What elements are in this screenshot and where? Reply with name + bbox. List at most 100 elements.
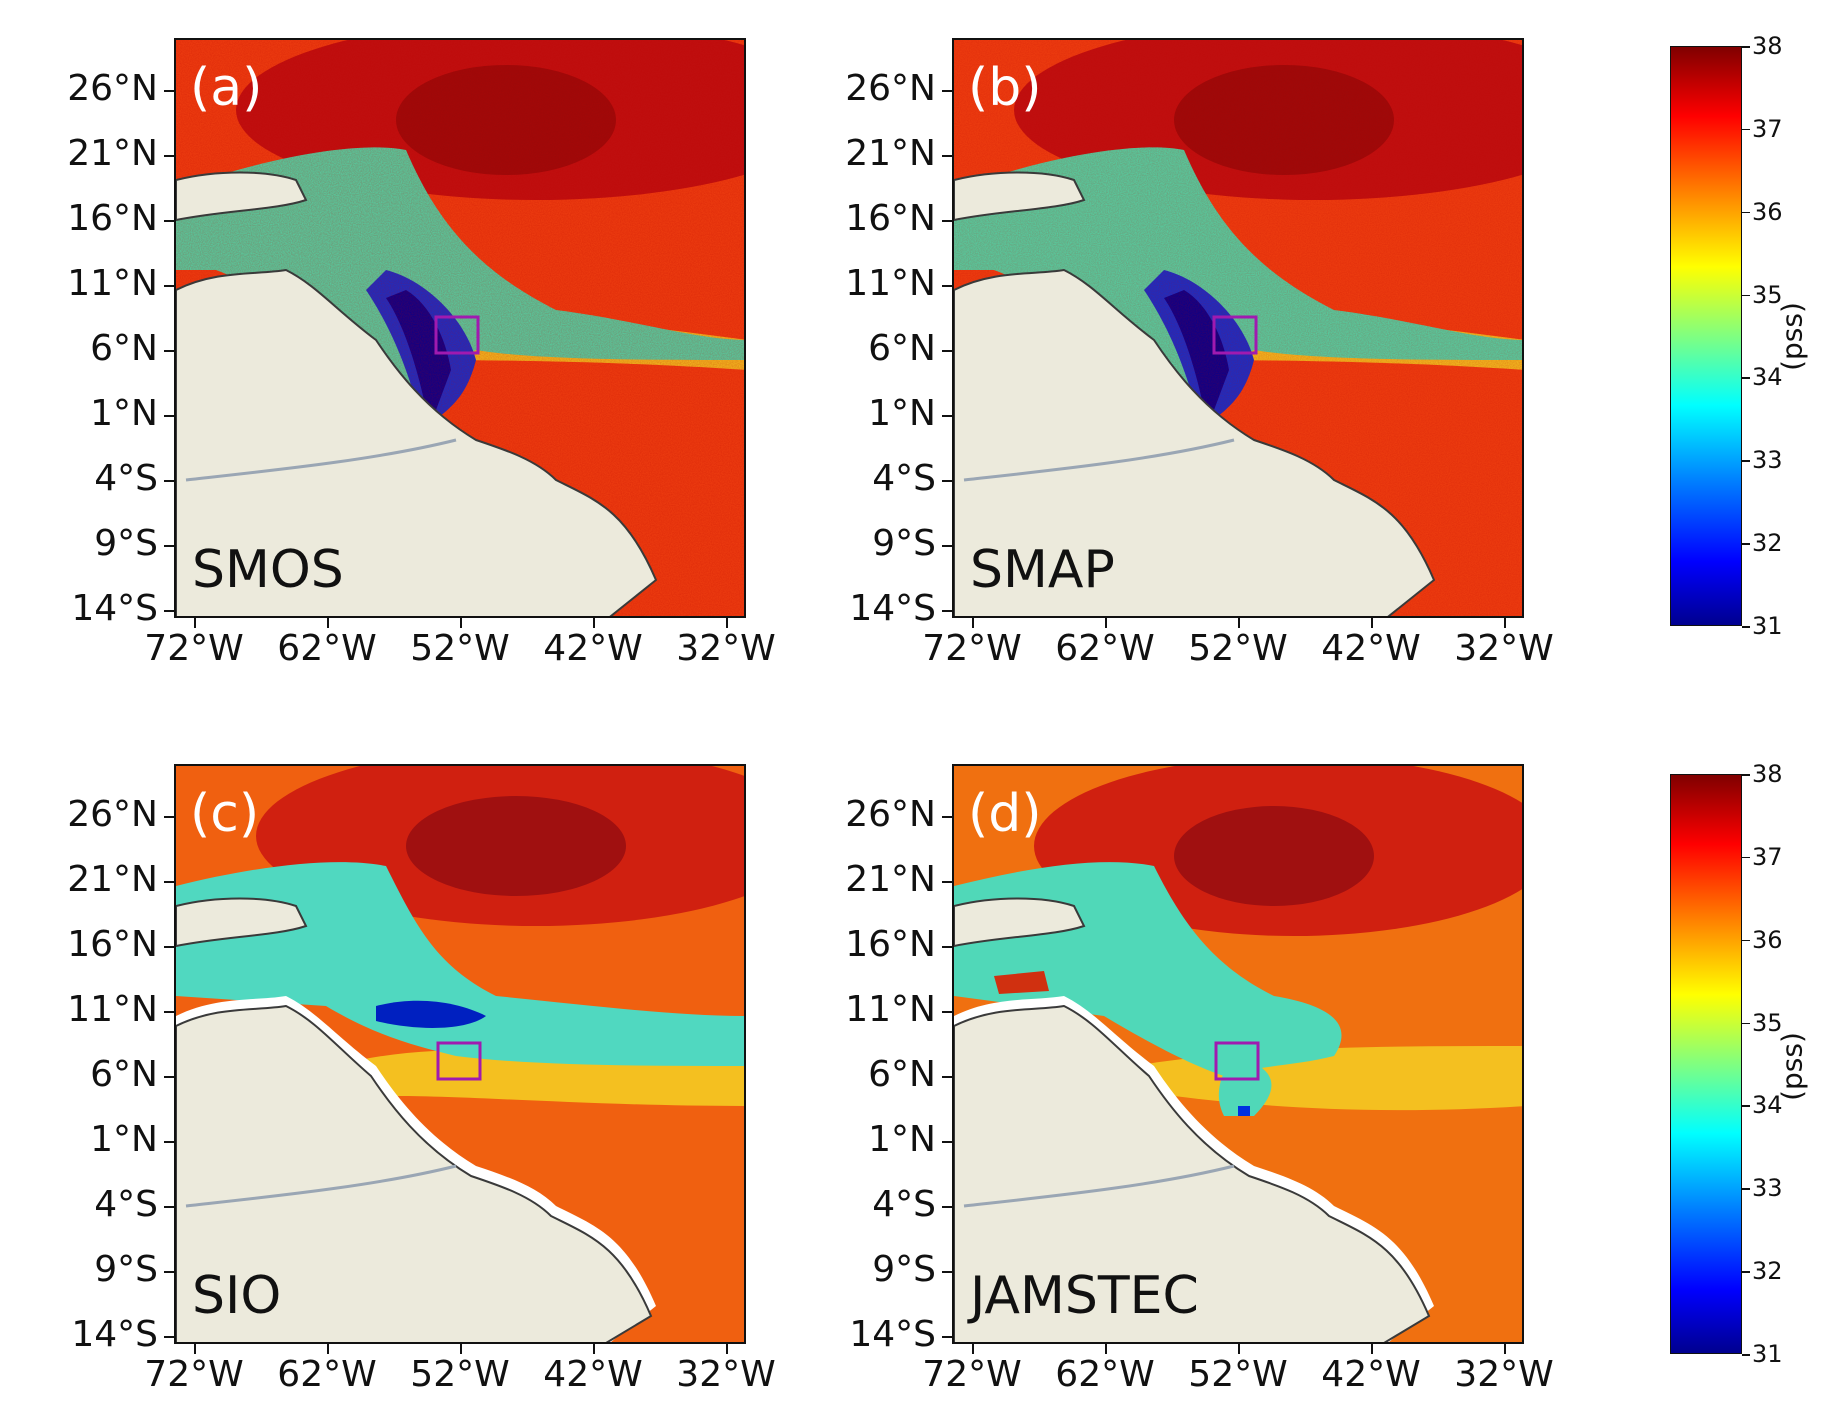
lat-tick-mark bbox=[942, 1271, 952, 1273]
colorbar-bottom bbox=[1670, 774, 1742, 1354]
lat-tick-mark bbox=[942, 415, 952, 417]
colorbar-tick-label: 33 bbox=[1752, 1174, 1783, 1203]
map-panel-a: (a) SMOS bbox=[174, 38, 746, 618]
lon-tick-mark bbox=[1504, 1344, 1506, 1354]
lat-tick-label: 16°N bbox=[67, 198, 158, 239]
lon-tick-mark bbox=[1105, 618, 1107, 628]
lon-tick-mark bbox=[327, 618, 329, 628]
lat-tick-label: 14°S bbox=[849, 588, 936, 629]
colorbar-tick-label: 38 bbox=[1752, 32, 1783, 60]
colorbar-tick-label: 36 bbox=[1752, 197, 1783, 226]
lat-tick-mark bbox=[164, 816, 174, 818]
lat-tick-mark bbox=[942, 881, 952, 883]
lon-tick-label: 62°W bbox=[277, 1354, 377, 1395]
colorbar-tick-label: 31 bbox=[1752, 1340, 1783, 1368]
lon-tick-label: 32°W bbox=[676, 628, 776, 669]
lon-tick-mark bbox=[1371, 618, 1373, 628]
colorbar-top bbox=[1670, 46, 1742, 626]
lat-tick-mark bbox=[942, 1076, 952, 1078]
colorbar-tick-mark bbox=[1742, 128, 1750, 131]
map-graphic bbox=[176, 766, 744, 1342]
lon-tick-mark bbox=[593, 1344, 595, 1354]
lat-tick-label: 21°N bbox=[67, 859, 158, 900]
lat-tick-label: 6°N bbox=[90, 1054, 158, 1095]
lon-tick-label: 42°W bbox=[1321, 1354, 1421, 1395]
lon-tick-mark bbox=[593, 618, 595, 628]
map-panel-c: (c) SIO bbox=[174, 764, 746, 1344]
colorbar-tick-label: 32 bbox=[1752, 529, 1783, 558]
panel-label: (a) bbox=[190, 58, 263, 118]
colorbar-tick-mark bbox=[1742, 377, 1750, 379]
lat-tick-mark bbox=[942, 1206, 952, 1208]
lat-tick-mark bbox=[164, 220, 174, 222]
map-graphic bbox=[954, 766, 1522, 1342]
lat-tick-mark bbox=[942, 480, 952, 482]
lon-tick-mark bbox=[460, 1344, 462, 1354]
lat-tick-label: 26°N bbox=[67, 794, 158, 835]
colorbar-tick-mark bbox=[1742, 460, 1750, 462]
lat-tick-label: 14°S bbox=[849, 1314, 936, 1355]
lat-tick-mark bbox=[164, 545, 174, 547]
lat-tick-label: 1°N bbox=[90, 1119, 158, 1160]
lat-tick-label: 6°N bbox=[868, 328, 936, 369]
lat-tick-mark bbox=[164, 1271, 174, 1273]
lat-tick-mark bbox=[164, 90, 174, 92]
colorbar-tick-mark bbox=[1742, 543, 1750, 545]
panel-title: SIO bbox=[192, 1266, 282, 1326]
lon-tick-label: 52°W bbox=[410, 1354, 510, 1395]
panel-label: (c) bbox=[190, 784, 260, 844]
lon-tick-label: 52°W bbox=[1188, 1354, 1288, 1395]
lon-tick-mark bbox=[972, 1344, 974, 1354]
colorbar-tick-mark bbox=[1742, 856, 1750, 859]
lat-tick-mark bbox=[164, 881, 174, 883]
lon-tick-label: 72°W bbox=[144, 628, 244, 669]
colorbar-tick-mark bbox=[1742, 774, 1750, 776]
lat-tick-mark bbox=[164, 946, 174, 948]
lon-tick-mark bbox=[1371, 1344, 1373, 1354]
lat-tick-mark bbox=[942, 90, 952, 92]
lat-tick-label: 21°N bbox=[67, 133, 158, 174]
lat-tick-label: 9°S bbox=[94, 1249, 158, 1290]
lat-tick-label: 1°N bbox=[868, 393, 936, 434]
map-panel-d: (d) JAMSTEC bbox=[952, 764, 1524, 1344]
lon-tick-label: 32°W bbox=[676, 1354, 776, 1395]
lon-tick-mark bbox=[726, 618, 728, 628]
lat-tick-mark bbox=[942, 610, 952, 612]
lon-tick-mark bbox=[972, 618, 974, 628]
lon-tick-label: 62°W bbox=[1055, 1354, 1155, 1395]
colorbar-tick-label: 35 bbox=[1752, 1008, 1783, 1037]
colorbar-tick-label: 37 bbox=[1752, 842, 1783, 871]
lat-tick-label: 9°S bbox=[94, 523, 158, 564]
lat-tick-label: 6°N bbox=[868, 1054, 936, 1095]
colorbar-tick-mark bbox=[1742, 1188, 1750, 1190]
colorbar-tick-mark bbox=[1742, 294, 1750, 297]
lon-tick-label: 72°W bbox=[922, 1354, 1022, 1395]
map-graphic bbox=[176, 40, 744, 616]
lon-tick-mark bbox=[460, 618, 462, 628]
colorbar-tick-label: 37 bbox=[1752, 114, 1783, 143]
lon-tick-mark bbox=[327, 1344, 329, 1354]
colorbar-tick-label: 32 bbox=[1752, 1257, 1783, 1286]
panel-title: JAMSTEC bbox=[970, 1266, 1199, 1326]
lon-tick-label: 72°W bbox=[144, 1354, 244, 1395]
lon-tick-label: 32°W bbox=[1454, 628, 1554, 669]
lat-tick-label: 11°N bbox=[67, 263, 158, 304]
lat-tick-label: 4°S bbox=[94, 458, 158, 499]
lat-tick-mark bbox=[942, 545, 952, 547]
lat-tick-mark bbox=[942, 155, 952, 157]
lat-tick-label: 4°S bbox=[94, 1184, 158, 1225]
colorbar-tick-label: 36 bbox=[1752, 925, 1783, 954]
lat-tick-label: 26°N bbox=[845, 794, 936, 835]
colorbar-tick-mark bbox=[1742, 1022, 1750, 1025]
lat-tick-label: 6°N bbox=[90, 328, 158, 369]
lat-tick-mark bbox=[164, 1141, 174, 1143]
colorbar-tick-label: 33 bbox=[1752, 446, 1783, 475]
lat-tick-label: 11°N bbox=[67, 989, 158, 1030]
lat-tick-label: 16°N bbox=[845, 198, 936, 239]
lon-tick-mark bbox=[726, 1344, 728, 1354]
lon-tick-label: 42°W bbox=[543, 628, 643, 669]
lat-tick-label: 11°N bbox=[845, 263, 936, 304]
lon-tick-mark bbox=[194, 618, 196, 628]
map-graphic bbox=[954, 40, 1522, 616]
lon-tick-mark bbox=[1504, 618, 1506, 628]
